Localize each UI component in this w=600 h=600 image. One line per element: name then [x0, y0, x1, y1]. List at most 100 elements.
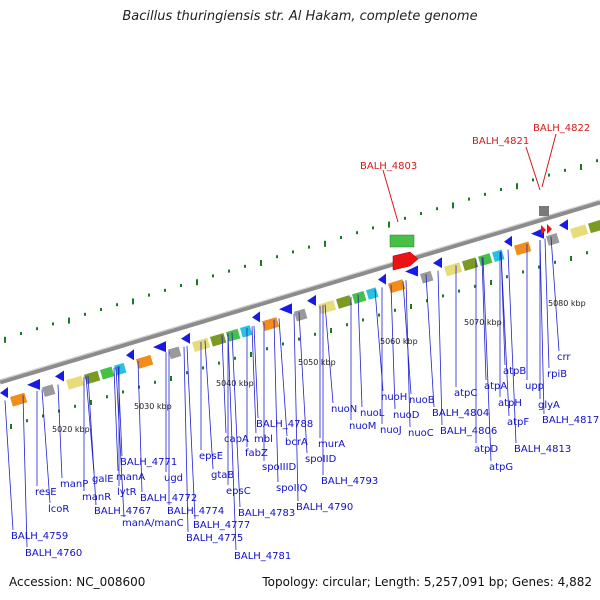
gene-arrow[interactable]	[378, 273, 386, 285]
gene-label[interactable]: gtaB	[211, 470, 234, 481]
gene-block[interactable]	[366, 287, 379, 300]
gene-block-4803-green[interactable]	[389, 234, 415, 248]
gene-block[interactable]	[136, 354, 154, 369]
gene-label[interactable]: BALH_4759	[11, 531, 68, 542]
gene-block[interactable]	[41, 384, 56, 397]
gene-label[interactable]: atpD	[474, 444, 498, 455]
gene-label[interactable]: BALH_4804	[432, 408, 489, 419]
gene-label[interactable]: BALH_4781	[234, 551, 291, 562]
gene-label[interactable]: BALH_4817	[542, 415, 599, 426]
gene-label[interactable]: nuoL	[360, 408, 385, 419]
gene-arrow[interactable]	[405, 265, 418, 277]
gene-block[interactable]	[100, 366, 115, 380]
gene-block[interactable]	[492, 249, 505, 262]
gene-label[interactable]: BALH_4788	[256, 419, 313, 430]
gene-block[interactable]	[388, 279, 406, 294]
gene-block[interactable]	[546, 233, 560, 246]
gene-label[interactable]: mbl	[254, 434, 273, 445]
gene-label[interactable]: BALH_4774	[167, 506, 224, 517]
gene-label[interactable]: nuoN	[331, 404, 357, 415]
gene-label[interactable]: galE	[92, 474, 114, 485]
gene-arrow-4821-red[interactable]	[541, 225, 546, 235]
gene-arrow[interactable]	[55, 370, 64, 382]
gene-label[interactable]: manA	[116, 472, 145, 483]
gene-label[interactable]: epsC	[226, 486, 251, 497]
gene-label[interactable]: BALH_4775	[186, 533, 243, 544]
gene-block[interactable]	[9, 392, 28, 407]
gene-label[interactable]: upp	[525, 381, 544, 392]
gene-block[interactable]	[210, 332, 227, 347]
gene-label[interactable]: glyA	[538, 400, 560, 411]
gene-block[interactable]	[262, 317, 280, 331]
gene-arrow[interactable]	[153, 341, 166, 353]
gene-arrow[interactable]	[531, 227, 544, 239]
gene-arrow[interactable]	[0, 387, 8, 398]
gene-arrow[interactable]	[504, 235, 512, 247]
gene-label[interactable]: fabZ	[245, 448, 268, 459]
gene-label[interactable]: nuoC	[408, 428, 434, 439]
gene-block[interactable]	[113, 362, 127, 376]
gene-block[interactable]	[420, 270, 434, 284]
gene-block-4821[interactable]	[539, 206, 549, 216]
gene-block[interactable]	[352, 290, 367, 304]
gene-block[interactable]	[444, 262, 463, 277]
gene-block[interactable]	[240, 325, 253, 338]
gene-label[interactable]: nuoD	[393, 410, 420, 421]
gene-label[interactable]: bcrA	[285, 437, 308, 448]
gene-block[interactable]	[318, 300, 337, 315]
gene-arrow[interactable]	[307, 294, 316, 306]
gene-label[interactable]: manP	[60, 479, 88, 490]
gene-label[interactable]: nuoH	[381, 392, 407, 403]
gene-label[interactable]: spoIID	[305, 454, 337, 465]
gene-block[interactable]	[478, 253, 493, 267]
gene-label[interactable]: crr	[557, 352, 571, 363]
gene-label[interactable]: spoIIID	[262, 462, 297, 473]
gene-label[interactable]: BALH_4767	[94, 506, 151, 517]
gene-label[interactable]: atpG	[489, 462, 513, 473]
gene-label[interactable]: epsE	[199, 451, 223, 462]
gene-arrow[interactable]	[181, 332, 190, 344]
gene-label[interactable]: atpA	[484, 381, 507, 392]
gene-block[interactable]	[225, 328, 241, 342]
gene-arrow[interactable]	[433, 257, 442, 269]
gene-label[interactable]: spoIIQ	[276, 483, 308, 494]
gene-label[interactable]: manA/manC	[122, 518, 184, 529]
gene-label[interactable]: lcoR	[48, 504, 69, 515]
gene-label[interactable]: ugd	[164, 473, 183, 484]
gene-label[interactable]: atpB	[503, 366, 526, 377]
gene-label[interactable]: BALH_4771	[120, 457, 177, 468]
gene-block[interactable]	[167, 346, 182, 360]
gene-block[interactable]	[514, 241, 532, 256]
highlight-label[interactable]: BALH_4822	[533, 123, 590, 134]
gene-label[interactable]: BALH_4790	[296, 502, 353, 513]
gene-label[interactable]: nuoJ	[380, 425, 402, 436]
gene-arrow[interactable]	[279, 303, 292, 315]
gene-label[interactable]: BALH_4777	[193, 520, 250, 531]
gene-label[interactable]: BALH_4793	[321, 476, 378, 487]
gene-label[interactable]: nuoM	[349, 421, 376, 432]
gene-label[interactable]: murA	[318, 439, 345, 450]
gene-label[interactable]: atpC	[454, 388, 477, 399]
gene-block[interactable]	[336, 295, 353, 309]
gene-arrow[interactable]	[126, 349, 134, 361]
gene-label[interactable]: nuoB	[409, 395, 435, 406]
gene-label[interactable]: lytR	[117, 487, 137, 498]
gene-block[interactable]	[294, 308, 308, 322]
gene-label[interactable]: manR	[82, 492, 111, 503]
gene-arrow[interactable]	[559, 219, 568, 231]
gene-label[interactable]: rpiB	[547, 369, 567, 380]
highlight-label[interactable]: BALH_4803	[360, 161, 417, 172]
highlight-label[interactable]: BALH_4821	[472, 136, 529, 147]
gene-arrow[interactable]	[252, 311, 260, 323]
gene-label[interactable]: resE	[35, 487, 57, 498]
gene-label[interactable]: BALH_4813	[514, 444, 571, 455]
gene-label[interactable]: BALH_4760	[25, 548, 82, 559]
gene-label[interactable]: BALH_4806	[440, 426, 497, 437]
gene-label[interactable]: capA	[224, 434, 249, 445]
gene-arrow-4822-red[interactable]	[547, 224, 552, 234]
gene-block[interactable]	[569, 224, 589, 239]
gene-label[interactable]: BALH_4772	[140, 493, 197, 504]
gene-label[interactable]: atpH	[498, 398, 522, 409]
gene-label[interactable]: atpF	[507, 417, 529, 428]
gene-arrow[interactable]	[27, 378, 40, 390]
